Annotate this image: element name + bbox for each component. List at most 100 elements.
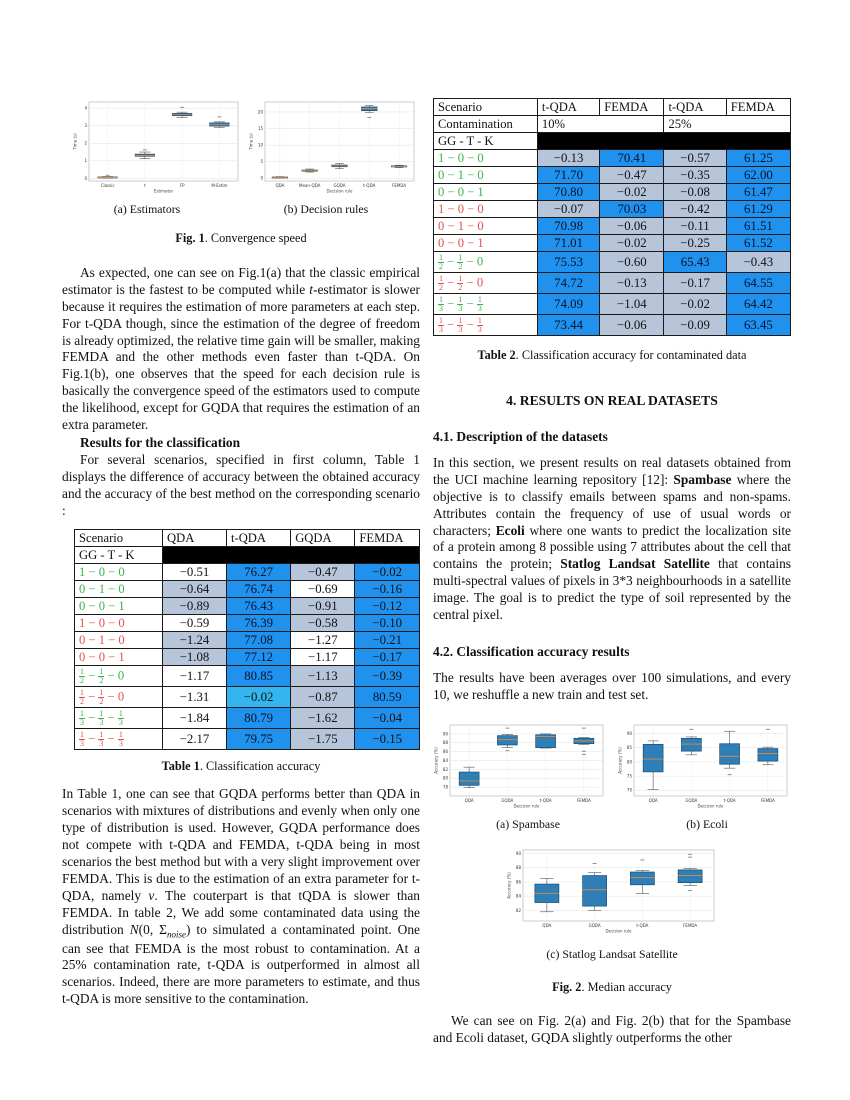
accuracy-delta-cell: −0.06 [599,217,665,235]
best-accuracy-cell: 76.39 [226,614,292,633]
accuracy-delta-cell: −0.02 [226,686,292,709]
accuracy-delta-cell: −0.02 [663,293,727,315]
svg-text:3: 3 [84,123,87,128]
best-accuracy-cell: 77.12 [226,648,292,667]
svg-text:88: 88 [443,740,449,745]
best-accuracy-cell: 76.74 [226,580,292,599]
svg-text:84: 84 [443,758,449,763]
accuracy-delta-cell: −1.27 [290,631,356,650]
fig2b-subcaption: (b) Ecoli [686,816,728,831]
boxplot-box [497,734,518,746]
left-column: 0 1 2 3 4 Classic t FP M-Estim Estimator Time (s) … [62,0,420,1008]
svg-text:80: 80 [627,759,633,764]
best-accuracy-cell: 71.01 [536,234,601,252]
accuracy-delta-cell: −0.02 [354,563,420,582]
table-row: 1 − 0 − 0 −0.51 76.27 −0.47 −0.02 [73,563,420,582]
column-header: FEMDA [725,98,792,116]
column-header: FEMDA [599,98,665,116]
table-row: 0 − 1 − 0 71.70 −0.47 −0.35 62.00 [433,166,792,184]
table-row: 0 − 0 − 1 71.01 −0.02 −0.25 61.52 [433,234,792,252]
paragraph-convergence: As expected, one can see on Fig.1(a) tha… [62,265,420,433]
accuracy-delta-cell: −0.13 [536,149,601,167]
best-accuracy-cell: 70.03 [599,200,665,218]
svg-text:86: 86 [516,879,522,884]
best-accuracy-cell: 61.52 [725,234,792,252]
svg-text:t: t [144,183,146,188]
table-1-caption-text: . Classification accuracy [199,759,321,774]
table-2: Scenario t-QDA FEMDA t-QDA FEMDA Contaminatio… [433,98,792,336]
section-4-1-heading: 4.1. Description of the datasets [433,429,608,444]
scenario-cell: 0 − 1 − 0 [433,217,538,235]
scenario-cell: 1 − 0 − 0 [433,200,538,218]
accuracy-delta-cell: −0.17 [663,272,727,294]
figure-2-caption-text: . Median accuracy [581,979,672,994]
scenario-cell: 0 − 1 − 0 [73,580,164,599]
table-1-caption-label: Table 1 [161,759,200,774]
column-header: t-QDA [536,98,601,116]
best-accuracy-cell: 62.00 [725,166,792,184]
best-accuracy-cell: 80.79 [226,707,292,730]
contamination-cell: Contamination [433,115,538,133]
svg-text:82: 82 [516,907,522,912]
svg-text:GQDA: GQDA [334,183,346,188]
contamination-cell: 25% [663,115,791,133]
scenario-cell: 1 − 0 − 0 [73,563,164,582]
svg-text:Accuracy (%): Accuracy (%) [434,747,439,774]
accuracy-delta-cell: −0.21 [354,631,420,650]
table-2-caption-text: . Classification accuracy for contaminat… [515,348,747,362]
scenario-cell: 0 − 1 − 0 [433,166,538,184]
accuracy-delta-cell: −1.62 [290,707,356,730]
svg-text:t-QDA: t-QDA [363,183,375,188]
svg-text:FEMDA: FEMDA [683,923,697,928]
table-row: 0 − 1 − 0 −1.24 77.08 −1.27 −0.21 [73,631,420,650]
table-row: 0 − 0 − 1 70.80 −0.02 −0.08 61.47 [433,183,792,201]
column-header: t-QDA [663,98,727,116]
svg-text:Classic: Classic [101,183,115,188]
svg-text:QDA: QDA [465,798,474,803]
svg-text:FEMDA: FEMDA [392,183,406,188]
paragraph-fig2-discussion: We can see on Fig. 2(a) and Fig. 2(b) th… [433,1012,791,1045]
svg-text:82: 82 [443,766,449,771]
svg-text:FP: FP [180,183,185,188]
figure-2-subcaptions-ab: (a) Spambase (b) Ecoli [433,817,791,832]
right-column: Scenario t-QDA FEMDA t-QDA FEMDA Contaminatio… [433,0,792,1046]
svg-text:90: 90 [516,851,522,856]
best-accuracy-cell: 71.70 [536,166,601,184]
best-accuracy-cell: 61.29 [725,200,792,218]
accuracy-delta-cell: −0.87 [290,686,356,709]
svg-text:4: 4 [84,106,87,111]
accuracy-delta-cell: −0.69 [290,580,356,599]
accuracy-delta-cell: −0.39 [354,665,420,688]
svg-text:0: 0 [260,176,263,181]
figure-2-caption: Fig. 2. Median accuracy [433,980,791,995]
fig2c-statlog-boxplot: 82 84 86 88 90 QDA GQDA t-QDA FEMDA Decision rule… [506,845,718,934]
table-2-caption-label: Table 2 [477,348,516,362]
boxplot-box [630,871,655,885]
svg-text:Estimator: Estimator [154,189,174,194]
accuracy-delta-cell: −0.43 [725,251,792,273]
best-accuracy-cell: 80.85 [226,665,292,688]
fig2a-spambase-boxplot: 78 80 82 84 86 88 90 QDA GQDA t-QDA FEMDA Decision … [433,720,607,809]
accuracy-delta-cell: −0.12 [354,597,420,616]
svg-text:80: 80 [443,775,449,780]
svg-text:88: 88 [516,865,522,870]
